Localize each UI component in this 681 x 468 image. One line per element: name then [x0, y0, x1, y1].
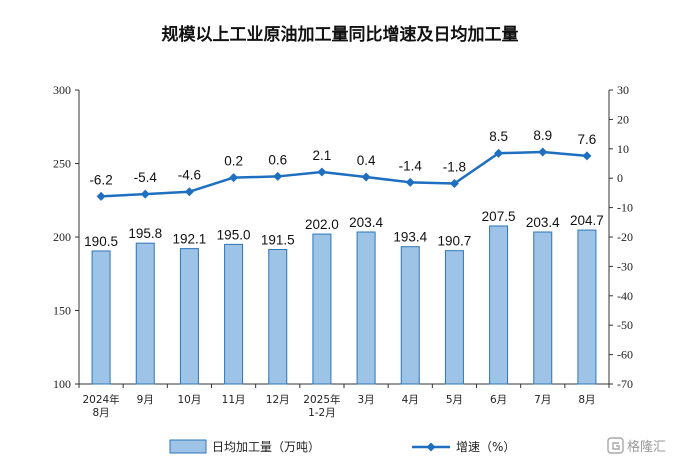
- bar-series: [91, 225, 597, 385]
- line-point-marker: [494, 148, 504, 158]
- bar: [135, 242, 155, 385]
- line-value-label: -4.6: [178, 168, 201, 183]
- legend-bar-label: 日均加工量（万吨）: [212, 440, 320, 454]
- y-right-tick-label: 10: [617, 142, 629, 156]
- y-left-tick-label: 200: [53, 230, 71, 244]
- bar: [533, 231, 553, 385]
- bar: [400, 246, 420, 385]
- line-value-label: -1.8: [443, 159, 466, 174]
- bar-value-label: 193.4: [393, 230, 427, 245]
- growth-line: [101, 150, 588, 198]
- bar: [444, 250, 464, 385]
- y-right-tick-label: -40: [617, 289, 633, 303]
- x-tick-label: 2025年 1-2月: [303, 393, 340, 419]
- legend: 日均加工量（万吨） 增速（%）: [169, 439, 515, 454]
- line-value-label: 2.1: [313, 148, 332, 163]
- x-tick-label: 12月: [266, 394, 290, 406]
- line-point-marker: [361, 172, 371, 182]
- line-point-marker: [317, 167, 327, 177]
- x-tick-label: 2024年 8月: [82, 393, 119, 419]
- x-tick-label: 3月: [357, 394, 374, 406]
- bar: [489, 225, 509, 385]
- bar-value-label: 207.5: [482, 209, 516, 224]
- legend-line-label: 增速（%）: [456, 440, 515, 454]
- line-point-marker: [96, 191, 106, 201]
- y-right-tick-label: -60: [617, 348, 633, 362]
- chart-title: 规模以上工业原油加工量同比增速及日均加工量: [162, 24, 519, 45]
- y-right-tick-label: 0: [617, 171, 623, 185]
- x-tick-label: 7月: [534, 394, 551, 406]
- line-point-marker: [449, 178, 459, 188]
- bar-value-label: 203.4: [526, 215, 560, 230]
- y-right-tick-label: -50: [617, 318, 633, 332]
- line-value-label: 8.9: [533, 128, 552, 143]
- x-tick-label: 6月: [490, 394, 507, 406]
- bar-value-label: 195.0: [217, 227, 251, 242]
- watermark: 格隆汇: [607, 437, 666, 455]
- bar: [312, 233, 332, 385]
- line-value-label: 0.6: [268, 152, 287, 167]
- bar: [179, 248, 199, 385]
- bar: [224, 243, 244, 385]
- bar-value-label: 195.8: [128, 226, 162, 241]
- line-value-label: -5.4: [134, 170, 158, 185]
- line-point-marker: [405, 177, 415, 187]
- legend-line-marker: [426, 442, 436, 452]
- line-point-marker: [184, 187, 194, 197]
- y-right-tick-label: -70: [617, 377, 633, 391]
- bar: [356, 231, 376, 385]
- line-value-label: -6.2: [89, 172, 112, 187]
- bar: [577, 229, 597, 385]
- y-right-tick-label: -20: [617, 230, 633, 244]
- y-right-tick-label: -10: [617, 201, 633, 215]
- line-value-label: 8.5: [489, 129, 508, 144]
- watermark-text: 格隆汇: [627, 439, 666, 455]
- x-tick-label: 10月: [177, 394, 201, 406]
- x-tick-label: 11月: [222, 394, 246, 406]
- gelonghui-logo-icon: [607, 437, 624, 454]
- line-point-marker: [538, 147, 548, 157]
- bar: [91, 250, 111, 385]
- legend-bar-swatch: [169, 439, 207, 454]
- line-value-label: -1.4: [399, 158, 423, 173]
- y-left-tick-label: 300: [53, 83, 71, 97]
- bar-value-label: 202.0: [305, 217, 339, 232]
- data-labels: 190.5 195.8 192.1 195.0 191.5 202.0 203.4 193.4…: [84, 128, 604, 249]
- bar-value-label: 203.4: [349, 215, 383, 230]
- y-left-tick-label: 250: [53, 157, 71, 171]
- line-point-marker: [229, 173, 239, 183]
- bar-value-label: 191.5: [261, 232, 295, 247]
- line-value-label: 0.2: [224, 154, 243, 169]
- x-tick-label: 5月: [446, 394, 463, 406]
- category-labels: 2024年 8月 9月 10月 11月 12月 2025年 1-2月 3月 4月 5月 6月 7月 8月: [82, 393, 595, 419]
- bar-value-label: 190.5: [84, 234, 118, 249]
- y-right-tick-label: 20: [617, 112, 629, 126]
- line-value-label: 0.4: [357, 153, 376, 168]
- bar-value-label: 204.7: [570, 213, 604, 228]
- y-left-tick-label: 100: [53, 377, 71, 391]
- bar-value-label: 190.7: [438, 234, 472, 249]
- line-point-marker: [582, 151, 592, 161]
- x-tick-label: 9月: [137, 394, 154, 406]
- y-left-tick-label: 150: [53, 304, 71, 318]
- line-value-label: 7.6: [578, 132, 597, 147]
- x-tick-label: 4月: [402, 394, 419, 406]
- line-point-marker: [140, 189, 150, 199]
- bar-value-label: 192.1: [173, 232, 207, 247]
- bar: [268, 248, 288, 385]
- line-series: [96, 147, 592, 201]
- x-tick-label: 8月: [578, 394, 595, 406]
- y-right-tick-label: -30: [617, 259, 633, 273]
- y-right-tick-label: 30: [617, 83, 629, 97]
- line-point-marker: [273, 171, 283, 181]
